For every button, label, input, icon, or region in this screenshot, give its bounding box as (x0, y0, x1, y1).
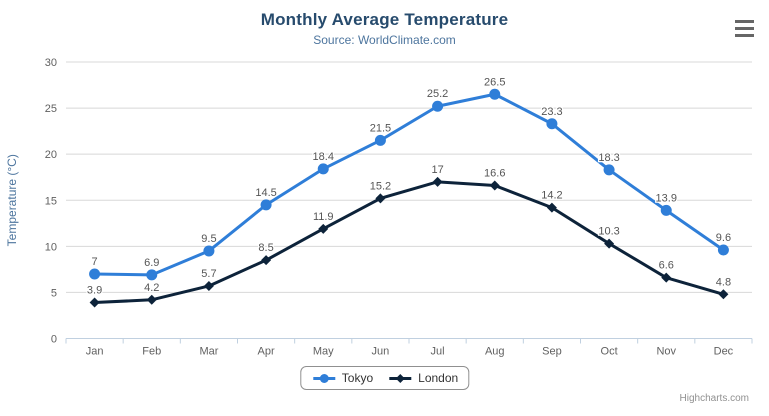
export-menu-button[interactable] (735, 20, 754, 37)
data-label-london: 4.8 (716, 276, 731, 288)
x-axis-label: Dec (714, 346, 734, 358)
x-axis-label: Jan (86, 346, 104, 358)
chart-subtitle: Source: WorldClimate.com (313, 33, 456, 47)
data-label-tokyo: 18.3 (598, 152, 619, 164)
data-label-london: 5.7 (201, 268, 216, 280)
marker-tokyo[interactable] (546, 118, 558, 130)
data-label-tokyo: 18.4 (313, 151, 334, 163)
hamburger-menu-icon (735, 27, 754, 30)
y-axis-label: 10 (45, 241, 57, 253)
x-axis-label: Nov (656, 346, 676, 358)
y-axis-title: Temperature (°C) (5, 154, 19, 246)
data-label-london: 15.2 (370, 180, 391, 192)
y-axis-label: 0 (51, 334, 57, 346)
legend-item-london[interactable]: London (387, 371, 458, 385)
data-label-london: 16.6 (484, 168, 505, 180)
marker-london[interactable] (375, 193, 386, 204)
marker-tokyo[interactable] (317, 163, 329, 175)
marker-tokyo[interactable] (260, 199, 272, 211)
marker-tokyo[interactable] (203, 245, 215, 257)
data-label-tokyo: 21.5 (370, 122, 391, 134)
marker-london[interactable] (661, 272, 672, 283)
marker-london[interactable] (89, 297, 100, 308)
marker-tokyo[interactable] (146, 269, 158, 281)
data-label-tokyo: 23.3 (541, 106, 562, 118)
marker-tokyo[interactable] (660, 204, 672, 216)
marker-london[interactable] (432, 176, 443, 187)
marker-london[interactable] (489, 180, 500, 191)
marker-london[interactable] (146, 294, 157, 305)
x-axis-label: Jun (372, 346, 390, 358)
hamburger-menu-icon (735, 20, 754, 23)
series-line-tokyo (93, 92, 725, 277)
marker-tokyo[interactable] (603, 164, 615, 176)
data-label-tokyo: 13.9 (656, 192, 677, 204)
marker-london[interactable] (604, 238, 615, 249)
data-label-london: 11.9 (313, 211, 334, 223)
data-label-london: 14.2 (541, 190, 562, 202)
data-label-tokyo: 6.9 (144, 257, 159, 269)
x-axis-label: Feb (142, 346, 161, 358)
data-label-london: 4.2 (144, 282, 159, 294)
chart-title: Monthly Average Temperature (260, 10, 509, 29)
data-label-tokyo: 9.6 (716, 232, 731, 244)
data-label-london: 8.5 (258, 242, 273, 254)
x-axis-label: Sep (542, 346, 562, 358)
legend-marker-tokyo (312, 373, 335, 383)
data-label-london: 6.6 (659, 260, 674, 272)
marker-london[interactable] (318, 223, 329, 234)
data-label-tokyo: 25.2 (427, 88, 448, 100)
marker-london[interactable] (261, 255, 272, 266)
data-label-london: 3.9 (87, 285, 102, 297)
x-axis-label: May (313, 346, 334, 358)
y-axis-label: 15 (45, 195, 57, 207)
series-line-london (93, 180, 725, 305)
marker-london[interactable] (546, 202, 557, 213)
credits-link[interactable]: Highcharts.com (679, 393, 749, 404)
marker-tokyo[interactable] (717, 244, 729, 256)
data-label-london: 17 (431, 164, 443, 176)
x-axis-label: Oct (601, 346, 618, 358)
marker-tokyo[interactable] (489, 88, 501, 100)
y-axis-label: 20 (45, 149, 57, 161)
marker-tokyo[interactable] (89, 268, 101, 280)
data-label-london: 10.3 (598, 226, 619, 238)
y-axis-label: 25 (45, 103, 57, 115)
y-axis-label: 30 (45, 57, 57, 69)
data-label-tokyo: 14.5 (255, 187, 276, 199)
marker-tokyo[interactable] (374, 134, 386, 146)
x-axis-label: Apr (258, 346, 275, 358)
legend-marker-london (389, 373, 412, 383)
legend: Tokyo London (299, 366, 470, 390)
x-axis-label: Jul (431, 346, 445, 358)
marker-london[interactable] (203, 280, 214, 291)
hamburger-menu-icon (735, 34, 754, 37)
data-label-tokyo: 7 (92, 256, 98, 268)
marker-london[interactable] (718, 289, 729, 300)
data-label-tokyo: 9.5 (201, 233, 216, 245)
marker-tokyo[interactable] (432, 100, 444, 112)
x-axis-label: Aug (485, 346, 505, 358)
x-axis-label: Mar (199, 346, 218, 358)
legend-label-london: London (418, 371, 459, 385)
legend-label-tokyo: Tokyo (341, 371, 374, 385)
data-label-tokyo: 26.5 (484, 76, 505, 88)
legend-item-tokyo[interactable]: Tokyo (311, 371, 373, 385)
y-axis-label: 5 (51, 287, 57, 299)
